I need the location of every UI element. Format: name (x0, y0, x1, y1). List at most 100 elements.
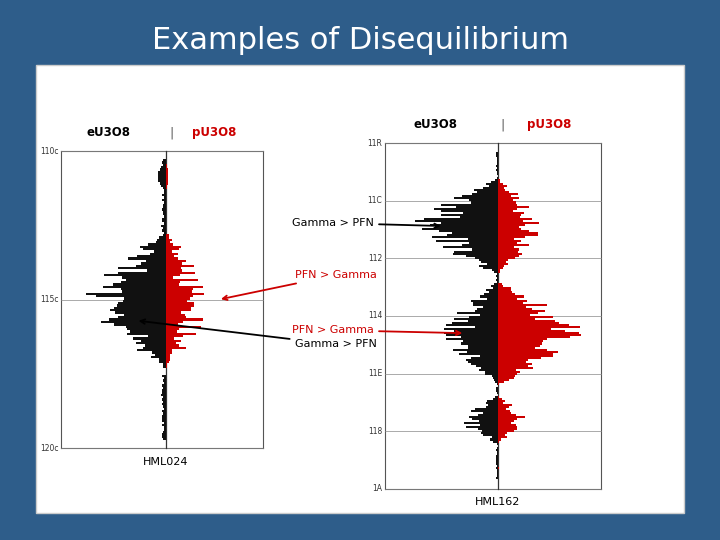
Bar (498, 206, 528, 207)
Bar (166, 319, 203, 321)
Bar (472, 193, 498, 195)
Bar (498, 361, 526, 363)
Bar (498, 438, 501, 441)
Text: eU3O8: eU3O8 (414, 118, 458, 131)
Bar (498, 289, 511, 292)
Bar (498, 245, 529, 246)
Bar (166, 338, 174, 340)
Bar (109, 319, 166, 321)
Bar (155, 354, 166, 356)
Bar (166, 260, 186, 262)
Bar (441, 204, 498, 206)
Bar (454, 251, 498, 253)
Bar (146, 260, 166, 262)
Bar (166, 321, 184, 323)
Bar (166, 258, 178, 260)
Bar (126, 279, 166, 281)
Text: 120c: 120c (40, 444, 58, 453)
Bar (137, 349, 166, 352)
Bar (423, 228, 498, 230)
Bar (163, 380, 166, 382)
Bar (498, 246, 514, 248)
Bar (154, 251, 166, 253)
Bar (495, 381, 498, 383)
Bar (166, 288, 193, 291)
Bar (118, 267, 166, 269)
Bar (498, 201, 516, 204)
Bar (446, 234, 498, 236)
Bar (166, 302, 194, 305)
Bar (166, 363, 167, 366)
Bar (498, 347, 535, 349)
Bar (161, 417, 166, 420)
Bar (456, 312, 498, 314)
Bar (162, 161, 166, 164)
Bar (166, 255, 174, 258)
Bar (495, 152, 498, 154)
Bar (498, 189, 505, 191)
Bar (474, 189, 498, 191)
Bar (166, 328, 179, 330)
Bar (166, 349, 172, 352)
Bar (441, 210, 498, 212)
Bar (163, 431, 166, 434)
Bar (166, 305, 194, 307)
Bar (486, 183, 498, 185)
Bar (492, 441, 498, 443)
Bar (498, 218, 532, 220)
Bar (472, 418, 498, 420)
Bar (472, 300, 498, 302)
Bar (122, 291, 166, 293)
Bar (432, 236, 498, 238)
Bar (498, 224, 525, 226)
Bar (492, 436, 498, 438)
Bar (164, 192, 166, 194)
Bar (481, 261, 498, 263)
Bar (164, 382, 166, 384)
Bar (498, 187, 504, 189)
Bar (485, 371, 498, 373)
Bar (498, 375, 515, 377)
Bar (166, 333, 196, 335)
Bar (498, 185, 507, 187)
Bar (166, 307, 191, 309)
Bar (158, 178, 166, 180)
Bar (498, 320, 555, 322)
Bar (158, 171, 166, 173)
Bar (436, 240, 498, 242)
Bar (444, 328, 498, 330)
Bar (486, 402, 498, 404)
Bar (477, 308, 498, 310)
Bar (498, 436, 507, 438)
Bar (166, 237, 168, 239)
Bar (498, 336, 570, 339)
Bar (498, 269, 500, 271)
Bar (162, 230, 166, 232)
Bar (498, 298, 517, 300)
Bar (483, 434, 498, 436)
Bar (498, 271, 500, 273)
Bar (495, 275, 498, 277)
Bar (489, 185, 498, 187)
Bar (166, 284, 179, 286)
Bar (148, 244, 166, 246)
Bar (468, 320, 498, 322)
Bar (163, 422, 166, 424)
Text: 11R: 11R (367, 139, 382, 147)
Bar (166, 234, 169, 237)
Bar (162, 403, 166, 406)
Bar (456, 206, 498, 207)
Bar (473, 302, 498, 303)
Bar (461, 336, 498, 339)
Bar (498, 220, 523, 222)
Bar (480, 369, 498, 371)
Bar (498, 345, 540, 347)
Bar (495, 279, 498, 281)
Bar (498, 265, 503, 267)
Bar (492, 269, 498, 271)
Bar (122, 276, 166, 279)
Bar (166, 361, 169, 363)
Bar (166, 274, 180, 276)
Bar (498, 238, 514, 240)
Bar (498, 179, 500, 181)
